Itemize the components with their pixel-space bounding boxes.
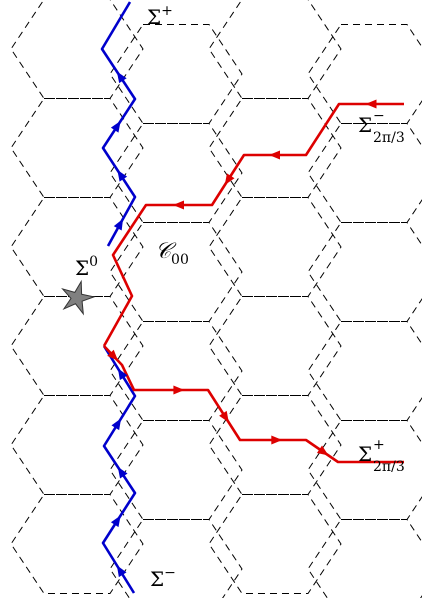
arrow-icon (271, 435, 283, 445)
hex-cell (307, 420, 422, 520)
hex-cell (208, 0, 342, 99)
arrow-icon (116, 71, 127, 84)
arrow-icon (117, 466, 128, 479)
hex-cell (307, 519, 422, 598)
sigma-2pi3-minus-path (102, 102, 404, 347)
hex-cell (208, 98, 342, 198)
hex-cell (109, 420, 243, 520)
hex-cell (208, 296, 342, 396)
arrow-icon (117, 169, 128, 182)
svg-text:2π/3: 2π/3 (373, 459, 405, 475)
hex-cell (208, 395, 342, 495)
arrow-icon (116, 565, 127, 578)
label-sigma-zero: Σ0 (75, 254, 98, 280)
arrow-icon (110, 120, 121, 133)
arrow-icon (173, 385, 185, 395)
arrow-icon (173, 200, 184, 210)
hex-cell (10, 395, 144, 495)
label-cell-c00: 𝒞00 (155, 239, 189, 268)
arrow-icon (110, 515, 121, 528)
arrow-icon (365, 99, 377, 109)
label-sigma-2pi3-minus: Σ − 2π/3 (358, 108, 405, 146)
hex-cell (109, 222, 243, 322)
arrow-icon (107, 349, 119, 361)
arrow-icon (111, 418, 122, 431)
svg-text:Σ: Σ (358, 113, 372, 137)
hex-cell (208, 494, 342, 594)
hex-cell (307, 222, 422, 322)
hex-cell (10, 197, 144, 297)
arrow-icon (316, 445, 329, 456)
label-sigma-2pi3-plus: Σ + 2π/3 (358, 437, 405, 475)
hex-cell (208, 197, 342, 297)
hex-cell (307, 24, 422, 124)
hex-cell (109, 519, 243, 598)
svg-text:Σ: Σ (358, 442, 372, 466)
labels: Σ+ Σ− Σ0 Σ − 2π/3 Σ + 2π/3 𝒞00 (75, 3, 405, 591)
direction-arrows (107, 71, 377, 578)
svg-text:+: + (373, 437, 385, 453)
hex-cell (307, 123, 422, 223)
arrow-icon (224, 173, 235, 186)
star-icon (61, 279, 96, 316)
arrow-icon (113, 218, 124, 231)
arrow-icon (269, 150, 280, 160)
hex-cell (10, 98, 144, 198)
svg-text:−: − (373, 108, 385, 124)
arrow-icon (219, 410, 229, 423)
label-sigma-minus: Σ− (150, 565, 176, 591)
hex-cell (10, 494, 144, 594)
hex-cell (307, 321, 422, 421)
svg-text:2π/3: 2π/3 (373, 130, 405, 146)
label-sigma-plus: Σ+ (147, 3, 173, 29)
arrow-icon (117, 368, 128, 381)
hex-grid (10, 0, 422, 598)
